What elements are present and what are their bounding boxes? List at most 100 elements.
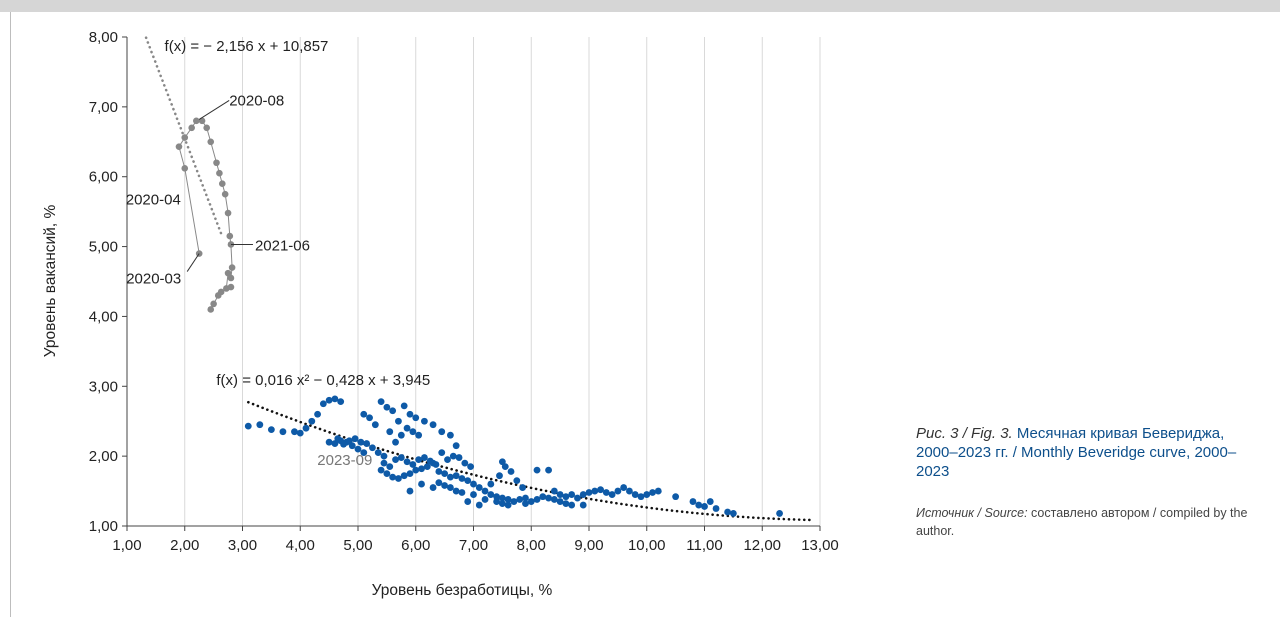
x-tick-label: 10,00 — [628, 537, 666, 554]
point-main — [458, 475, 466, 482]
point-main — [383, 403, 391, 411]
point-main — [452, 442, 460, 450]
point-main — [649, 489, 656, 496]
point-main — [706, 498, 714, 505]
y-axis-title: Уровень вакансий, % — [42, 205, 59, 358]
point-main — [712, 505, 720, 512]
x-tick-label: 4,00 — [286, 537, 315, 554]
trendline-2 — [247, 400, 816, 522]
point-main — [421, 454, 428, 461]
point-main — [614, 487, 622, 495]
figure-caption: Рис. 3 / Fig. 3. Месячная кривая Беверид… — [916, 424, 1266, 481]
point-main — [637, 493, 645, 501]
annotation-label: 2020-08 — [229, 92, 284, 109]
point-covid — [218, 180, 226, 187]
point-main — [487, 480, 495, 488]
point-main — [597, 486, 604, 494]
x-tick-label: 5,00 — [343, 537, 372, 554]
point-main — [620, 484, 628, 491]
point-main — [415, 431, 423, 439]
point-main — [337, 398, 345, 406]
point-main — [438, 449, 446, 457]
point-main — [493, 493, 500, 501]
point-main — [296, 429, 304, 437]
x-tick-label: 2,00 — [170, 537, 199, 554]
point-main — [539, 493, 547, 501]
point-covid — [210, 300, 217, 308]
frame-top-border — [0, 0, 1280, 12]
point-main — [389, 407, 397, 415]
point-main — [403, 458, 411, 466]
y-tick-label: 2,00 — [89, 448, 118, 465]
point-main — [461, 459, 469, 467]
point-main — [429, 484, 437, 491]
point-main — [447, 473, 454, 481]
point-covid — [224, 269, 232, 277]
point-main — [608, 491, 616, 498]
point-main — [510, 498, 518, 505]
point-main — [429, 421, 437, 429]
point-main — [415, 456, 423, 464]
point-main — [695, 501, 703, 509]
point-main — [470, 491, 477, 498]
point-main — [435, 468, 443, 475]
point-main — [513, 477, 521, 484]
point-main — [374, 449, 382, 457]
y-tick-label: 3,00 — [89, 378, 118, 395]
point-main — [519, 484, 526, 491]
source-note: Источник / Source: составлено автором / … — [916, 504, 1266, 540]
point-main — [470, 480, 477, 488]
point-main — [418, 480, 425, 488]
x-tick-label: 8,00 — [517, 537, 546, 554]
point-main — [377, 466, 385, 474]
point-main — [418, 465, 425, 473]
y-tick-label: 6,00 — [89, 169, 118, 186]
point-main — [467, 463, 475, 471]
point-main — [397, 454, 405, 461]
annotations: 2020-08 2020-04 2020-03 2021-06 2023-09 — [126, 92, 373, 469]
point-main — [447, 484, 454, 491]
figure-label: Рис. 3 / Fig. 3. — [916, 425, 1013, 442]
point-main — [395, 475, 402, 482]
point-main — [455, 454, 463, 461]
point-main — [602, 489, 610, 496]
point-main — [701, 503, 708, 510]
point-main — [291, 428, 298, 436]
point-main — [626, 487, 633, 495]
point-main — [689, 498, 697, 505]
trendline-label-1: f(x) = − 2,156 x + 10,857 — [165, 38, 329, 55]
point-main — [776, 510, 783, 517]
point-covid — [188, 124, 195, 132]
y-tick-label: 5,00 — [89, 239, 118, 256]
annotation-leader — [186, 253, 200, 272]
point-main — [369, 444, 376, 452]
annotation-label: 2020-04 — [126, 191, 181, 208]
point-main — [279, 428, 287, 436]
point-main — [392, 456, 399, 464]
point-main — [334, 435, 342, 443]
point-main — [389, 473, 397, 481]
point-main — [556, 498, 564, 505]
point-main — [533, 496, 541, 503]
point-main — [545, 494, 552, 502]
point-main — [585, 489, 593, 496]
point-main — [464, 498, 472, 505]
trend-lines: f(x) = − 2,156 x + 10,857 f(x) = 0,016 x²… — [144, 36, 816, 522]
point-main — [406, 487, 414, 495]
figure-title: Месячная кривая Бевериджа, 2000–2023 гг.… — [916, 425, 1237, 480]
point-main — [331, 395, 339, 403]
x-tick-label: 12,00 — [743, 537, 781, 554]
point-main — [441, 482, 449, 489]
point-main — [363, 440, 371, 447]
beveridge-chart: f(x) = − 2,156 x + 10,857 f(x) = 0,016 x²… — [42, 29, 839, 599]
point-main — [325, 438, 333, 446]
point-main — [412, 414, 420, 422]
point-main — [562, 500, 570, 508]
point-main — [643, 491, 651, 498]
point-covid — [207, 306, 215, 313]
y-tick-label: 7,00 — [89, 99, 118, 116]
x-tick-label: 3,00 — [228, 537, 257, 554]
point-main — [464, 477, 472, 484]
point-main — [550, 496, 558, 503]
x-axis-title: Уровень безработицы, % — [372, 582, 553, 599]
